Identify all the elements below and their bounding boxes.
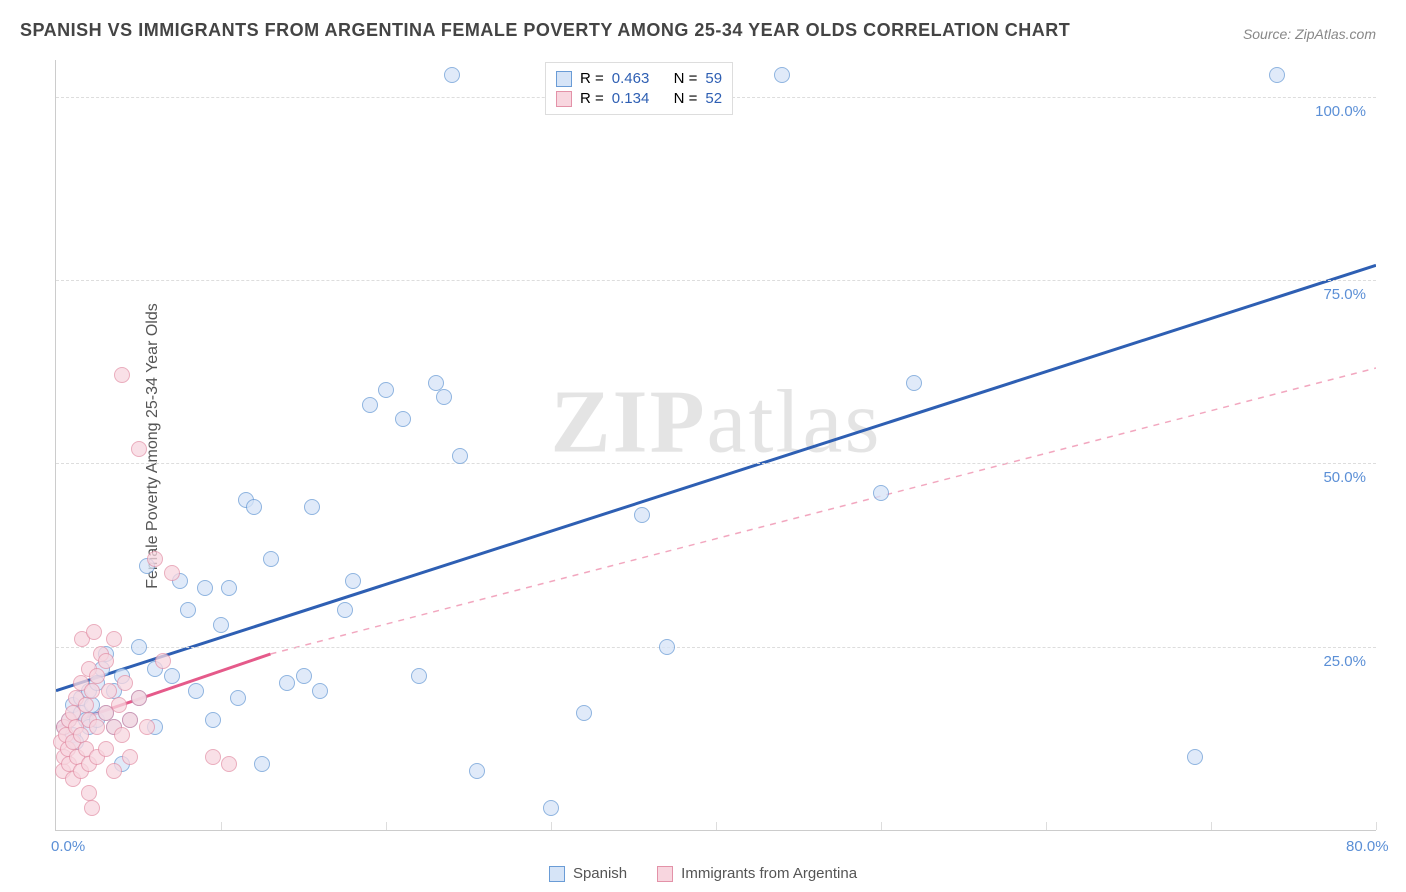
- data-point: [139, 719, 155, 735]
- trend-lines: [56, 60, 1376, 830]
- r-value-argentina: 0.134: [612, 90, 650, 107]
- data-point: [428, 375, 444, 391]
- data-point: [84, 683, 100, 699]
- data-point: [131, 441, 147, 457]
- data-point: [213, 617, 229, 633]
- data-point: [221, 580, 237, 596]
- r-label: R =: [580, 90, 604, 107]
- data-point: [106, 631, 122, 647]
- data-point: [205, 712, 221, 728]
- data-point: [469, 763, 485, 779]
- n-label: N =: [674, 70, 698, 87]
- data-point: [411, 668, 427, 684]
- r-label: R =: [580, 70, 604, 87]
- legend-swatch-argentina: [556, 91, 572, 107]
- data-point: [1269, 67, 1285, 83]
- legend-row-argentina: R = 0.134 N = 52: [556, 90, 722, 107]
- data-point: [73, 727, 89, 743]
- data-point: [543, 800, 559, 816]
- data-point: [122, 749, 138, 765]
- legend-label-spanish: Spanish: [573, 865, 627, 882]
- data-point: [106, 763, 122, 779]
- data-point: [114, 727, 130, 743]
- data-point: [263, 551, 279, 567]
- data-point: [81, 785, 97, 801]
- data-point: [164, 668, 180, 684]
- data-point: [164, 565, 180, 581]
- legend-swatch-spanish: [556, 71, 572, 87]
- data-point: [78, 697, 94, 713]
- legend-label-argentina: Immigrants from Argentina: [681, 865, 857, 882]
- series-legend: Spanish Immigrants from Argentina: [0, 865, 1406, 882]
- data-point: [906, 375, 922, 391]
- data-point: [131, 639, 147, 655]
- source-label: Source: ZipAtlas.com: [1243, 26, 1376, 42]
- data-point: [279, 675, 295, 691]
- data-point: [436, 389, 452, 405]
- data-point: [98, 741, 114, 757]
- data-point: [304, 499, 320, 515]
- data-point: [452, 448, 468, 464]
- data-point: [101, 683, 117, 699]
- data-point: [114, 367, 130, 383]
- n-value-argentina: 52: [705, 90, 722, 107]
- data-point: [197, 580, 213, 596]
- data-point: [111, 697, 127, 713]
- x-tick-label: 80.0%: [1346, 838, 1389, 855]
- data-point: [312, 683, 328, 699]
- watermark-bold: ZIP: [551, 372, 707, 471]
- data-point: [180, 602, 196, 618]
- data-point: [117, 675, 133, 691]
- data-point: [147, 551, 163, 567]
- data-point: [395, 411, 411, 427]
- legend-item-spanish: Spanish: [549, 865, 627, 882]
- data-point: [89, 668, 105, 684]
- data-point: [1187, 749, 1203, 765]
- data-point: [378, 382, 394, 398]
- y-tick-label: 25.0%: [1323, 653, 1366, 670]
- data-point: [89, 719, 105, 735]
- watermark: ZIPatlas: [551, 370, 882, 473]
- data-point: [634, 507, 650, 523]
- legend-row-spanish: R = 0.463 N = 59: [556, 70, 722, 87]
- data-point: [84, 800, 100, 816]
- data-point: [221, 756, 237, 772]
- x-tick-label: 0.0%: [51, 838, 85, 855]
- data-point: [873, 485, 889, 501]
- data-point: [122, 712, 138, 728]
- data-point: [246, 499, 262, 515]
- data-point: [230, 690, 246, 706]
- data-point: [774, 67, 790, 83]
- data-point: [155, 653, 171, 669]
- data-point: [205, 749, 221, 765]
- data-point: [659, 639, 675, 655]
- n-label: N =: [674, 90, 698, 107]
- chart-title: SPANISH VS IMMIGRANTS FROM ARGENTINA FEM…: [20, 20, 1070, 41]
- watermark-light: atlas: [707, 372, 882, 471]
- r-value-spanish: 0.463: [612, 70, 650, 87]
- y-tick-label: 50.0%: [1323, 469, 1366, 486]
- y-tick-label: 75.0%: [1323, 286, 1366, 303]
- data-point: [576, 705, 592, 721]
- scatter-plot: ZIPatlas 25.0%50.0%75.0%100.0%0.0%80.0%: [55, 60, 1376, 831]
- data-point: [98, 653, 114, 669]
- y-tick-label: 100.0%: [1315, 103, 1366, 120]
- data-point: [254, 756, 270, 772]
- data-point: [86, 624, 102, 640]
- correlation-legend: R = 0.463 N = 59 R = 0.134 N = 52: [545, 62, 733, 115]
- legend-swatch-spanish: [549, 866, 565, 882]
- data-point: [362, 397, 378, 413]
- data-point: [188, 683, 204, 699]
- data-point: [345, 573, 361, 589]
- legend-item-argentina: Immigrants from Argentina: [657, 865, 857, 882]
- data-point: [131, 690, 147, 706]
- data-point: [296, 668, 312, 684]
- data-point: [444, 67, 460, 83]
- data-point: [337, 602, 353, 618]
- legend-swatch-argentina: [657, 866, 673, 882]
- n-value-spanish: 59: [705, 70, 722, 87]
